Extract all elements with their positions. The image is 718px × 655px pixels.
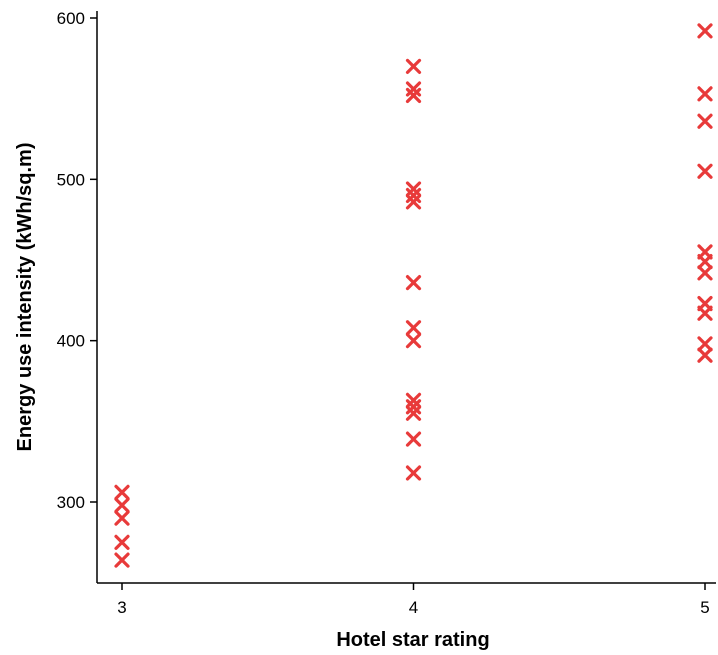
data-point [697, 305, 713, 321]
data-point [114, 497, 130, 513]
data-point [405, 194, 422, 210]
data-points [114, 23, 713, 568]
data-point [697, 113, 713, 129]
data-point [405, 431, 422, 447]
data-point [697, 86, 713, 102]
data-point [697, 347, 713, 363]
data-point [405, 333, 422, 349]
data-point [697, 265, 713, 281]
x-axis-ticks: 3 4 5 [117, 583, 710, 617]
y-tick-label: 300 [57, 493, 85, 512]
data-point [697, 336, 713, 352]
data-point [697, 163, 713, 179]
data-point [114, 552, 130, 568]
data-point [405, 58, 422, 75]
data-point [405, 87, 422, 104]
data-point [405, 274, 422, 291]
y-tick-label: 500 [57, 170, 85, 189]
y-tick-label: 400 [57, 332, 85, 351]
data-point [114, 484, 130, 500]
x-tick-label: 4 [409, 598, 418, 617]
y-tick-label: 600 [57, 9, 85, 28]
data-point [114, 510, 130, 526]
y-axis-ticks: 300 400 500 600 [57, 9, 97, 512]
data-point [405, 405, 422, 421]
data-point [697, 254, 713, 270]
x-axis-title: Hotel star rating [336, 629, 489, 651]
data-point [405, 465, 422, 481]
data-point [114, 534, 130, 550]
x-tick-label: 3 [117, 598, 126, 617]
data-point [697, 23, 713, 39]
data-point [405, 320, 422, 336]
y-axis-title: Energy use intensity (kWh/sq.m) [14, 143, 36, 452]
x-tick-label: 5 [700, 598, 709, 617]
